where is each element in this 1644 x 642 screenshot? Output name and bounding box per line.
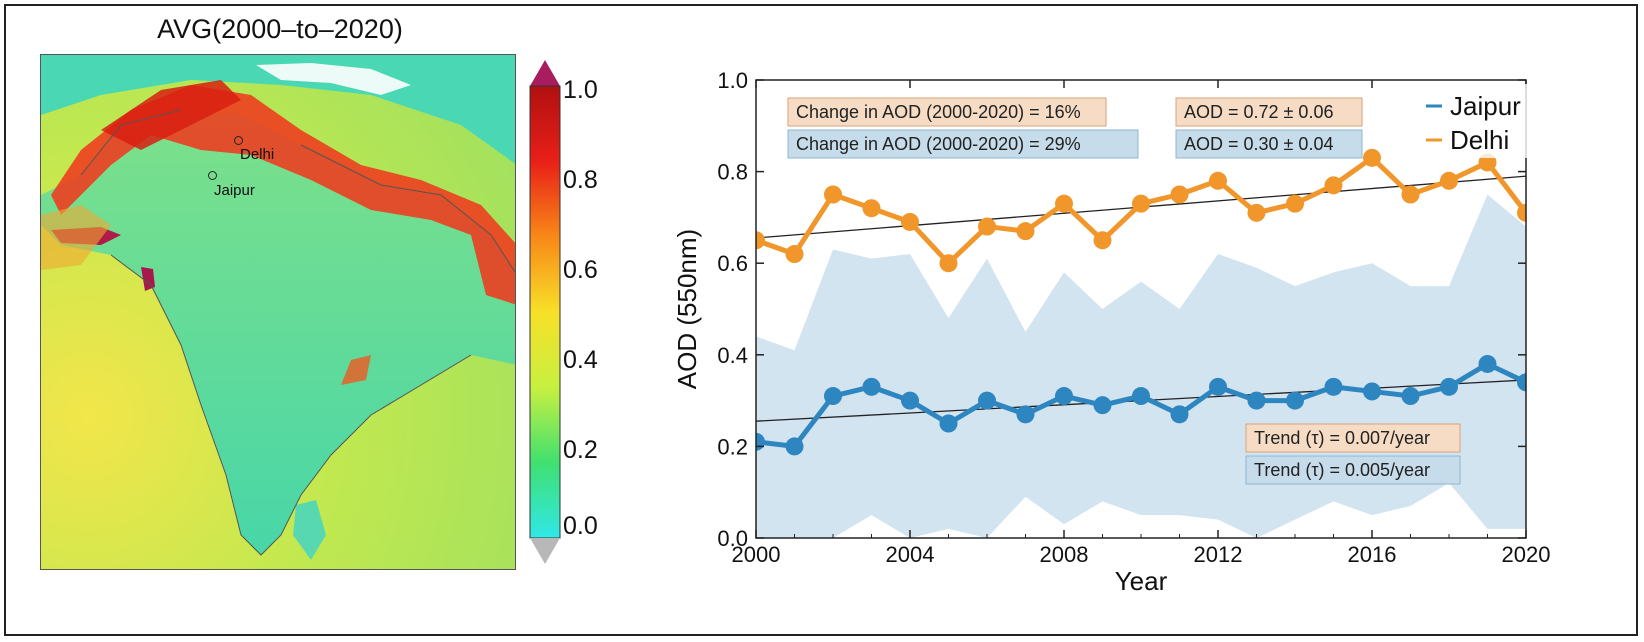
jaipur-data-point <box>1517 373 1526 392</box>
delhi-data-point <box>1440 171 1458 190</box>
jaipur-data-point <box>1363 382 1381 401</box>
jaipur-label: Jaipur <box>214 182 255 199</box>
delhi-data-point <box>901 212 919 231</box>
y-tick-label: 0.4 <box>717 343 748 368</box>
annotation-text: AOD = 0.30 ± 0.04 <box>1184 134 1333 154</box>
y-tick-label: 0.2 <box>717 434 748 459</box>
jaipur-data-point <box>1093 396 1112 415</box>
annotation-box: Change in AOD (2000-2020) = 29% <box>787 129 1139 159</box>
annotation-box-bg <box>1175 129 1363 159</box>
jaipur-data-point <box>1286 391 1304 410</box>
delhi-data-point <box>1132 194 1150 213</box>
colorbar-tick: 0.4 <box>563 346 598 374</box>
delhi-data-point <box>1401 185 1420 204</box>
annotation-box: Trend (τ) = 0.007/year <box>1245 423 1461 453</box>
delhi-data-point <box>1247 203 1266 222</box>
legend-label: Delhi <box>1450 125 1509 155</box>
x-tick-label: 2000 <box>732 542 781 567</box>
colorbar-tick: 0.8 <box>563 166 598 194</box>
delhi-data-point <box>1170 185 1189 204</box>
y-tick-label: 0.6 <box>717 251 748 276</box>
jaipur-data-point <box>1132 387 1150 406</box>
annotation-text: Trend (τ) = 0.007/year <box>1254 428 1430 448</box>
delhi-data-point <box>1093 231 1112 250</box>
colorbar-tick: 0.0 <box>563 512 598 540</box>
map-title: AVG(2000–to–2020) <box>157 14 403 44</box>
annotation-text: AOD = 0.72 ± 0.06 <box>1184 102 1333 122</box>
colorbar-under-arrow <box>530 538 560 564</box>
legend-label: Jaipur <box>1450 91 1521 121</box>
jaipur-data-point <box>1440 377 1458 396</box>
jaipur-data-point <box>785 437 804 456</box>
x-tick-label: 2016 <box>1348 542 1397 567</box>
annotation-box: Change in AOD (2000-2020) = 16% <box>787 97 1107 127</box>
annotation-box-bg <box>787 97 1107 127</box>
jaipur-data-point <box>901 391 919 410</box>
jaipur-data-point <box>939 414 958 433</box>
annotation-box: Trend (τ) = 0.005/year <box>1245 455 1461 485</box>
delhi-data-point <box>756 231 765 250</box>
delhi-data-point <box>1016 222 1035 241</box>
legend-bg <box>1420 84 1532 158</box>
y-tick-label: 0.8 <box>717 160 748 185</box>
x-tick-label: 2004 <box>886 542 935 567</box>
annotation-box-bg <box>787 129 1139 159</box>
jaipur-data-point <box>1247 391 1266 410</box>
y-tick-label: 0.0 <box>717 526 748 551</box>
y-axis-label: AOD (550nm) <box>672 229 702 389</box>
delhi-data-point <box>1363 148 1381 167</box>
jaipur-data-point <box>978 391 996 410</box>
jaipur-data-point <box>1016 405 1035 424</box>
colorbar-tick: 1.0 <box>563 76 598 104</box>
y-tick-label: 1.0 <box>717 68 748 93</box>
delhi-data-point <box>1209 171 1227 190</box>
figure-border <box>4 4 1638 636</box>
x-tick-label: 2012 <box>1194 542 1243 567</box>
jaipur-data-point <box>1055 387 1073 406</box>
jaipur-data-point <box>862 377 881 396</box>
plot-area: 0.0 0.2 0.4 0.6 0.8 1.0 2000 2004 2008 2012 2016 20… <box>672 68 1550 596</box>
annotation-text: Change in AOD (2000-2020) = 29% <box>796 134 1081 154</box>
annotation-box-bg <box>1175 97 1363 127</box>
jaipur-data-point <box>1170 405 1189 424</box>
colorbar-gradient <box>529 85 561 539</box>
aod-map-graphic <box>41 55 515 569</box>
annotation-text: Trend (τ) = 0.005/year <box>1254 460 1430 480</box>
colorbar-tick: 0.2 <box>563 436 598 464</box>
annotation-box-bg <box>1245 423 1461 453</box>
aod-map <box>40 54 516 570</box>
delhi-label: Delhi <box>240 146 275 163</box>
delhi-data-point <box>978 217 996 236</box>
delhi-data-point <box>939 254 958 273</box>
shaded-band <box>756 194 1526 538</box>
delhi-data-point <box>1324 176 1343 195</box>
delhi-data-point <box>862 199 881 218</box>
annotation-box: AOD = 0.72 ± 0.06 <box>1175 97 1363 127</box>
aod-time-series-chart: 0.0 0.2 0.4 0.6 0.8 1.0 2000 2004 2008 2012 2016 20… <box>672 68 1550 596</box>
x-axis-label: Year <box>1115 566 1168 596</box>
x-tick-label: 2020 <box>1502 542 1551 567</box>
x-tick-label: 2008 <box>1040 542 1089 567</box>
delhi-data-point <box>785 245 804 264</box>
annotation-box-bg <box>1245 455 1461 485</box>
delhi-data-point <box>1055 194 1073 213</box>
delhi-marker <box>234 136 243 145</box>
jaipur-data-point <box>1478 354 1497 373</box>
colorbar <box>529 60 561 564</box>
jaipur-data-point <box>824 387 842 406</box>
colorbar-tick: 0.6 <box>563 256 598 284</box>
jaipur-data-point <box>1401 387 1420 406</box>
jaipur-data-point <box>1209 377 1227 396</box>
annotation-text: Change in AOD (2000-2020) = 16% <box>796 102 1081 122</box>
colorbar-over-arrow <box>530 60 560 86</box>
legend: Jaipur Delhi <box>1420 84 1532 158</box>
delhi-data-point <box>1286 194 1304 213</box>
jaipur-data-point <box>1324 377 1343 396</box>
jaipur-marker <box>208 171 217 180</box>
delhi-data-point <box>824 185 842 204</box>
annotation-box: AOD = 0.30 ± 0.04 <box>1175 129 1363 159</box>
delhi-data-point <box>1517 203 1526 222</box>
